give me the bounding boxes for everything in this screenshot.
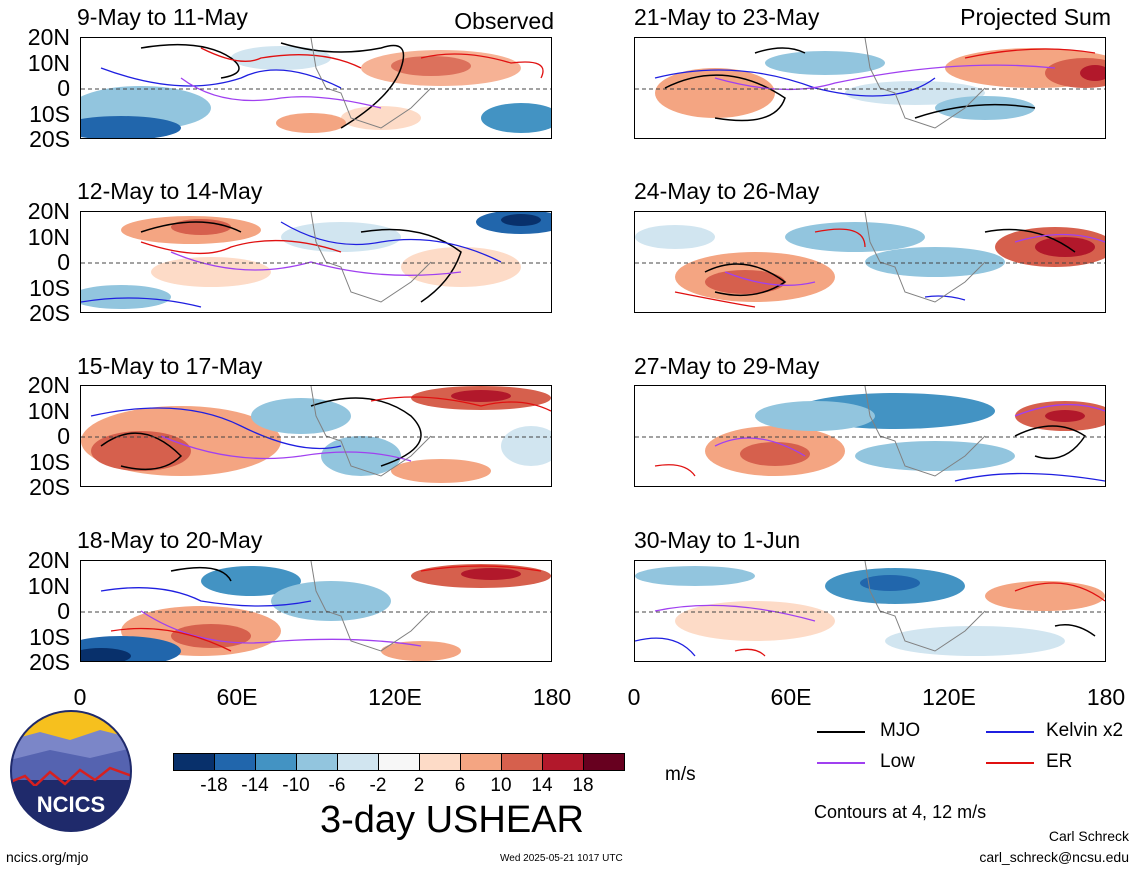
colorbar-swatch-6 [378,753,420,771]
lat-tick-10n: 10N [27,398,70,424]
map-panel-3 [80,385,552,487]
lat-tick-20s: 20S [29,126,70,152]
map-panel-6 [634,211,1106,313]
colorbar-tick-label: -10 [282,775,310,796]
map-panel-4 [80,560,552,662]
legend-label-low: Low [880,751,915,772]
lon-tick-60e-left: 60E [216,684,258,710]
ncics-logo: NCICS [10,710,132,832]
lat-tick-20n: 20N [27,372,70,398]
colorbar-tick-label: 18 [572,775,594,796]
colorbar-swatch-1 [173,753,215,771]
colorbar-swatch-4 [296,753,338,771]
lon-tick-0-left: 0 [73,684,87,710]
panel-title-1: 9-May to 11-May [77,4,248,30]
footer-url: ncics.org/mjo [6,849,89,865]
footer-author: Carl Schreck [1048,828,1129,844]
lat-tick-10s: 10S [29,624,70,650]
map-panel-8 [634,560,1106,662]
lat-tick-20n: 20N [27,198,70,224]
lat-tick-10s: 10S [29,275,70,301]
colorbar-swatch-5 [337,753,379,771]
colorbar-tick-label: 10 [490,775,512,796]
colorbar-tick-label: -2 [369,775,387,796]
panel-title-8: 30-May to 1-Jun [634,527,801,553]
legend-label-er: ER [1046,751,1073,772]
colorbar-tick-label: 2 [413,775,425,796]
colorbar-swatch-2 [214,753,256,771]
colorbar-tick-label: 14 [531,775,553,796]
panel-title-4: 18-May to 20-May [77,527,263,553]
colorbar-swatch-10 [542,753,584,771]
map-panel-1 [80,37,552,139]
colorbar-swatch-8 [460,753,502,771]
lon-tick-180-right: 180 [1086,684,1126,710]
colorbar-swatch-9 [501,753,543,771]
legend-label-mjo: MJO [880,720,921,741]
lat-tick-10n: 10N [27,224,70,250]
panel-title-6: 24-May to 26-May [634,178,820,204]
panel-title-2: 12-May to 14-May [77,178,263,204]
colorbar-tick-label: -6 [328,775,346,796]
lat-tick-0: 0 [57,423,70,449]
colorbar-swatch-3 [255,753,297,771]
map-panel-7 [634,385,1106,487]
map-panel-5 [634,37,1106,139]
lon-tick-0-right: 0 [627,684,641,710]
lat-tick-10n: 10N [27,50,70,76]
lat-tick-0: 0 [57,75,70,101]
colorbar-tick-label: -14 [241,775,269,796]
lon-tick-60e-right: 60E [770,684,812,710]
colorbar-swatch-7 [419,753,461,771]
colorbar-unit: m/s [665,764,696,785]
lat-tick-20n: 20N [27,24,70,50]
lat-tick-20s: 20S [29,649,70,675]
legend-line-mjo [817,731,865,733]
lon-tick-120e-right: 120E [922,684,976,710]
legend-line-kelvin [986,731,1034,733]
lon-tick-120e-left: 120E [368,684,422,710]
legend-label-kelvin: Kelvin x2 [1046,720,1124,741]
lat-tick-20s: 20S [29,300,70,326]
lon-tick-180-left: 180 [532,684,572,710]
colorbar [173,753,625,771]
map-panel-2 [80,211,552,313]
legend-line-low [817,762,865,764]
lat-tick-10s: 10S [29,101,70,127]
lat-tick-20n: 20N [27,547,70,573]
observed-tag: Observed [454,8,554,34]
panel-title-7: 27-May to 29-May [634,353,820,379]
footer-timestamp: Wed 2025-05-21 1017 UTC [500,853,623,864]
lat-tick-0: 0 [57,249,70,275]
product-title: 3-day USHEAR [320,799,584,841]
lat-tick-10s: 10S [29,449,70,475]
legend-line-er [986,762,1034,764]
lat-tick-20s: 20S [29,474,70,500]
colorbar-swatch-11 [583,753,625,771]
contours-note: Contours at 4, 12 m/s [814,802,987,822]
lat-tick-0: 0 [57,598,70,624]
panel-title-3: 15-May to 17-May [77,353,263,379]
lat-tick-10n: 10N [27,573,70,599]
projected-tag: Projected Sum [960,4,1111,30]
logo-text: NCICS [37,792,105,817]
panel-title-5: 21-May to 23-May [634,4,820,30]
colorbar-tick-label: -18 [200,775,228,796]
colorbar-tick-label: 6 [454,775,466,796]
footer-email: carl_schreck@ncsu.edu [979,849,1129,865]
